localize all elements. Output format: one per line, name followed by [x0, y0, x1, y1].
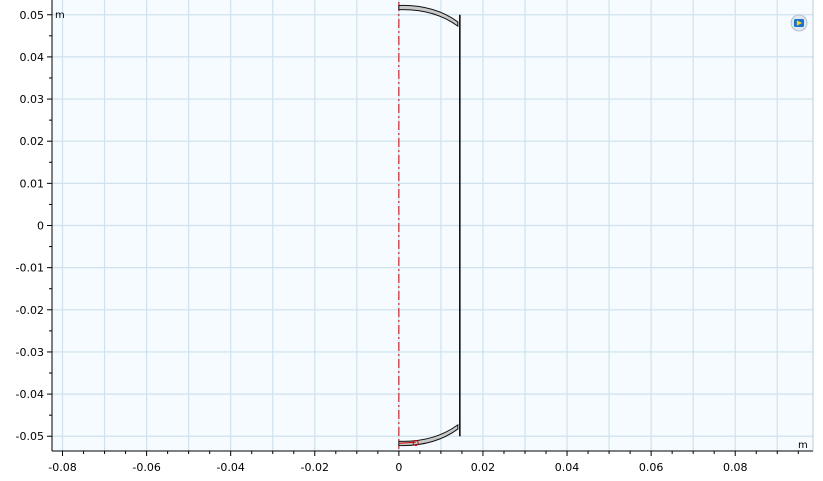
highlighted-point[interactable] — [412, 439, 419, 446]
x-tick-label: -0.08 — [48, 461, 76, 474]
x-tick-label: 0.06 — [639, 461, 664, 474]
y-tick-label: -0.02 — [16, 304, 44, 317]
y-tick-label: 0.01 — [20, 177, 45, 190]
y-tick-label: -0.04 — [16, 388, 44, 401]
x-tick-label: 0.02 — [471, 461, 496, 474]
x-tick-label: -0.02 — [301, 461, 329, 474]
x-tick-label: 0.04 — [555, 461, 580, 474]
view-cube-icon[interactable] — [790, 14, 808, 32]
x-tick-label: -0.04 — [216, 461, 244, 474]
y-tick-label: -0.01 — [16, 262, 44, 275]
x-axis-ticks: -0.08 -0.06 -0.04 -0.02 0 0.02 0.04 0.06 0.08 — [48, 451, 799, 474]
geometry[interactable] — [398, 2, 461, 449]
x-tick-label: 0 — [395, 461, 402, 474]
top-curved-shell[interactable] — [398, 4, 459, 28]
y-tick-label: 0.04 — [20, 51, 45, 64]
y-tick-label: 0.02 — [20, 135, 45, 148]
y-tick-label: 0.05 — [20, 9, 45, 22]
x-tick-label: 0.08 — [723, 461, 748, 474]
y-axis-ticks: 0.05 0.04 0.03 0.02 0.01 0 -0.01 -0.02 -0.03 -0.0… — [16, 9, 52, 443]
y-tick-label: 0.03 — [20, 93, 45, 106]
y-unit-label: m — [55, 10, 65, 21]
x-unit-label: m — [798, 440, 808, 451]
y-tick-label: -0.05 — [16, 430, 44, 443]
x-tick-label: -0.06 — [132, 461, 160, 474]
y-tick-label: 0 — [37, 220, 44, 233]
y-tick-label: -0.03 — [16, 346, 44, 359]
